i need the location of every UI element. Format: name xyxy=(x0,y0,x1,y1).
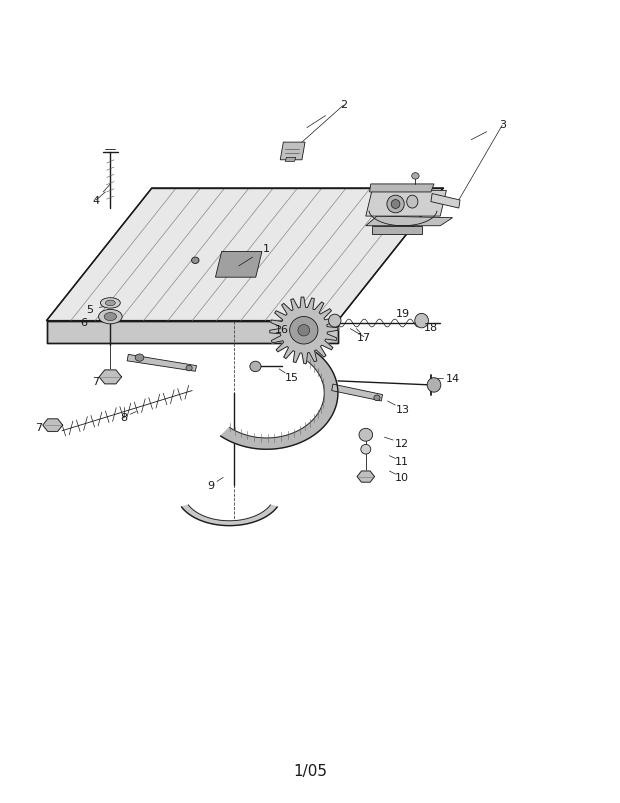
Text: 12: 12 xyxy=(395,438,409,448)
Text: 15: 15 xyxy=(285,373,298,382)
Ellipse shape xyxy=(329,315,341,328)
Polygon shape xyxy=(332,385,383,402)
Ellipse shape xyxy=(359,429,373,442)
Text: 6: 6 xyxy=(80,318,87,328)
Ellipse shape xyxy=(427,378,441,393)
Polygon shape xyxy=(127,355,197,372)
Text: 1/05: 1/05 xyxy=(293,764,327,778)
Polygon shape xyxy=(182,505,277,526)
Text: 13: 13 xyxy=(396,405,410,414)
Ellipse shape xyxy=(391,200,400,210)
Text: 11: 11 xyxy=(395,457,409,467)
Text: 19: 19 xyxy=(396,308,410,318)
Ellipse shape xyxy=(298,325,310,336)
Ellipse shape xyxy=(374,395,380,402)
Text: 2: 2 xyxy=(340,100,348,109)
Text: 5: 5 xyxy=(86,304,94,314)
Ellipse shape xyxy=(135,354,144,361)
Ellipse shape xyxy=(99,310,122,324)
Ellipse shape xyxy=(415,314,428,328)
Ellipse shape xyxy=(290,317,318,344)
Text: 4: 4 xyxy=(92,196,100,206)
Ellipse shape xyxy=(250,361,261,373)
Text: 9: 9 xyxy=(207,481,215,491)
Text: 18: 18 xyxy=(424,323,438,332)
Polygon shape xyxy=(370,185,434,193)
Text: 1: 1 xyxy=(263,244,270,254)
Ellipse shape xyxy=(387,196,404,214)
Text: 7: 7 xyxy=(35,422,42,432)
Polygon shape xyxy=(46,321,338,344)
Polygon shape xyxy=(366,217,453,226)
Text: 8: 8 xyxy=(120,413,128,422)
Polygon shape xyxy=(366,191,446,217)
Polygon shape xyxy=(216,252,262,278)
Ellipse shape xyxy=(186,366,192,371)
Text: 10: 10 xyxy=(395,473,409,483)
Polygon shape xyxy=(357,471,374,483)
Ellipse shape xyxy=(104,313,117,321)
Text: 14: 14 xyxy=(446,374,459,384)
Text: 16: 16 xyxy=(275,324,289,334)
Ellipse shape xyxy=(361,445,371,454)
Polygon shape xyxy=(270,298,338,364)
Polygon shape xyxy=(285,158,296,162)
Text: 17: 17 xyxy=(357,332,371,342)
Ellipse shape xyxy=(192,258,199,264)
Text: 3: 3 xyxy=(498,120,506,129)
Ellipse shape xyxy=(412,173,419,180)
Polygon shape xyxy=(43,419,63,432)
Ellipse shape xyxy=(105,300,115,307)
Text: 7: 7 xyxy=(92,377,100,386)
Polygon shape xyxy=(46,189,443,321)
Polygon shape xyxy=(280,143,305,161)
Ellipse shape xyxy=(407,196,418,209)
Polygon shape xyxy=(372,226,422,234)
Ellipse shape xyxy=(100,299,120,309)
Polygon shape xyxy=(431,194,460,209)
Polygon shape xyxy=(221,350,338,450)
Polygon shape xyxy=(99,370,122,385)
